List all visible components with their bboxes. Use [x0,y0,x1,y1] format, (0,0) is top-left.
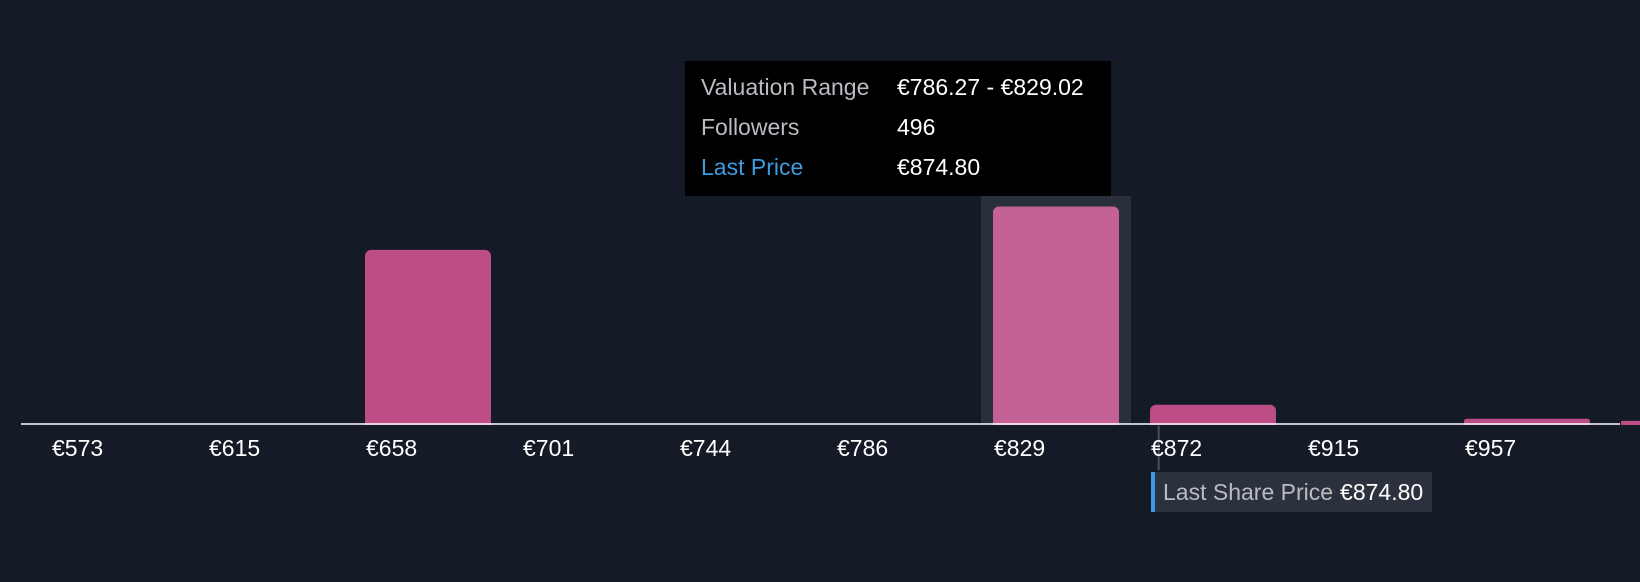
tooltip-row-last-price: Last Price €874.80 [701,147,1095,187]
x-tick-label-2: €658 [366,435,417,461]
tooltip-label-followers: Followers [701,113,800,140]
tooltip-value-valuation-range: €786.27 - €829.02 [897,73,1084,100]
bar-5 [993,206,1119,430]
tooltip-value-last-price: €874.80 [897,153,981,180]
x-tick-label-9: €957 [1465,435,1516,461]
x-tick-label-6: €829 [994,435,1045,461]
last-share-price-value: €874.80 [1340,478,1424,505]
tooltip-value-followers: 496 [897,113,936,140]
baseline-mask [0,425,1640,437]
x-tick-label-0: €573 [52,435,103,461]
bar-9 [1621,420,1640,426]
tooltip: Valuation Range €786.27 - €829.02 Follow… [685,61,1111,196]
x-tick-label-7: €872 [1151,435,1202,461]
x-tick-label-1: €615 [209,435,260,461]
tooltip-label-last-price: Last Price [701,153,804,180]
x-tick-label-5: €786 [837,435,888,461]
tooltip-label-valuation-range: Valuation Range [701,73,870,100]
x-tick-label-8: €915 [1308,435,1359,461]
tooltip-row-valuation-range: Valuation Range €786.27 - €829.02 [701,67,1095,107]
last-share-price-label: Last Share Price [1163,478,1334,505]
last-share-price-tag: Last Share Price €874.80 [1151,472,1433,512]
x-tick-label-4: €744 [680,435,731,461]
tooltip-row-followers: Followers 496 [701,107,1095,147]
x-tick-label-3: €701 [523,435,574,461]
bar-1 [365,249,491,430]
